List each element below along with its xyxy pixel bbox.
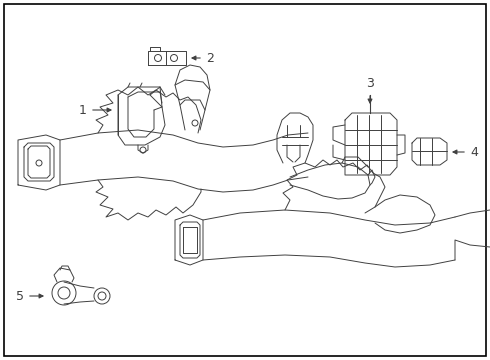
Text: 1: 1 — [79, 104, 87, 117]
Text: 4: 4 — [470, 145, 478, 158]
Text: 3: 3 — [366, 77, 374, 90]
Text: 5: 5 — [16, 289, 24, 302]
Text: 2: 2 — [206, 51, 214, 64]
